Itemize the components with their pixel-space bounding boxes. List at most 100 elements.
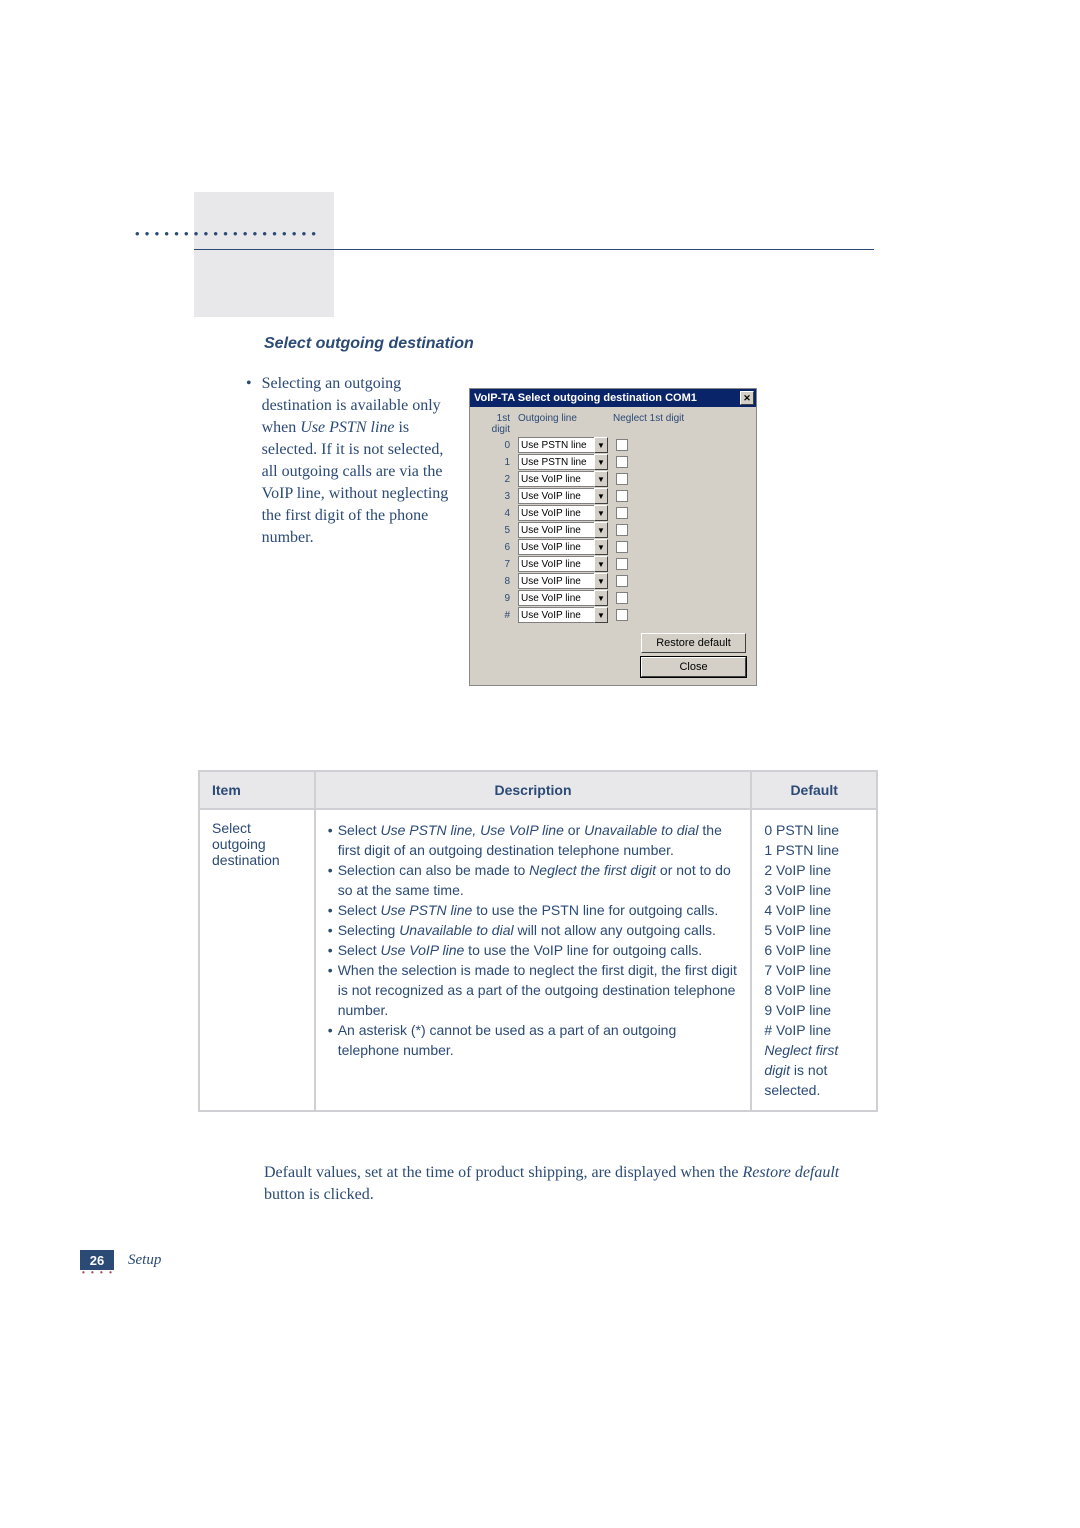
- bullet-text-em: Use PSTN line: [300, 419, 394, 436]
- bullet-text: Selecting an outgoing destination is ava…: [262, 373, 451, 686]
- neglect-checkbox[interactable]: [616, 456, 628, 468]
- outgoing-line-select[interactable]: Use VoIP line▼: [518, 573, 608, 589]
- dialog-row: 5Use VoIP line▼: [480, 522, 746, 538]
- neglect-checkbox[interactable]: [616, 473, 628, 485]
- default-note: Neglect first digit is not selected.: [764, 1040, 864, 1100]
- post-text-em: Restore default: [743, 1164, 840, 1181]
- default-item: 3 VoIP line: [764, 880, 864, 900]
- select-value: Use VoIP line: [518, 573, 594, 589]
- select-value: Use VoIP line: [518, 522, 594, 538]
- default-item: 2 VoIP line: [764, 860, 864, 880]
- outgoing-line-select[interactable]: Use VoIP line▼: [518, 471, 608, 487]
- neglect-checkbox[interactable]: [616, 541, 628, 553]
- dialog-row: 4Use VoIP line▼: [480, 505, 746, 521]
- bullet-marker: •: [246, 373, 252, 686]
- default-item: 4 VoIP line: [764, 900, 864, 920]
- dialog-close-button[interactable]: ✕: [740, 391, 754, 405]
- outgoing-line-select[interactable]: Use VoIP line▼: [518, 590, 608, 606]
- description-item: When the selection is made to neglect th…: [328, 960, 739, 1020]
- post-text-part: Default values, set at the time of produ…: [264, 1164, 743, 1181]
- default-item: 0 PSTN line: [764, 820, 864, 840]
- page-number: 26 • • • •: [80, 1250, 114, 1270]
- chevron-down-icon[interactable]: ▼: [594, 556, 608, 572]
- outgoing-line-select[interactable]: Use VoIP line▼: [518, 607, 608, 623]
- chevron-down-icon[interactable]: ▼: [594, 539, 608, 555]
- dialog-row: 2Use VoIP line▼: [480, 471, 746, 487]
- post-text-part: button is clicked.: [264, 1186, 374, 1203]
- outgoing-line-select[interactable]: Use VoIP line▼: [518, 556, 608, 572]
- chevron-down-icon[interactable]: ▼: [594, 505, 608, 521]
- neglect-checkbox[interactable]: [616, 490, 628, 502]
- outgoing-line-select[interactable]: Use VoIP line▼: [518, 505, 608, 521]
- dialog-row: 3Use VoIP line▼: [480, 488, 746, 504]
- default-item: 1 PSTN line: [764, 840, 864, 860]
- dialog-row: 7Use VoIP line▼: [480, 556, 746, 572]
- row-digit: 9: [480, 593, 518, 604]
- neglect-checkbox[interactable]: [616, 524, 628, 536]
- page-number-value: 26: [90, 1253, 104, 1268]
- dialog-row: 6Use VoIP line▼: [480, 539, 746, 555]
- description-item: Select Use PSTN line, Use VoIP line or U…: [328, 820, 739, 860]
- chevron-down-icon[interactable]: ▼: [594, 607, 608, 623]
- chevron-down-icon[interactable]: ▼: [594, 454, 608, 470]
- select-value: Use VoIP line: [518, 471, 594, 487]
- info-table: Item Description Default Select outgoing…: [198, 770, 878, 1112]
- dialog-window: VoIP-TA Select outgoing destination COM1…: [469, 388, 757, 686]
- neglect-checkbox[interactable]: [616, 592, 628, 604]
- outgoing-line-select[interactable]: Use VoIP line▼: [518, 539, 608, 555]
- dialog-titlebar: VoIP-TA Select outgoing destination COM1…: [470, 389, 756, 407]
- select-value: Use VoIP line: [518, 539, 594, 555]
- description-item: Select Use VoIP line to use the VoIP lin…: [328, 940, 739, 960]
- description-item: An asterisk (*) cannot be used as a part…: [328, 1020, 739, 1060]
- description-item: Selecting Unavailable to dial will not a…: [328, 920, 739, 940]
- default-item: # VoIP line: [764, 1020, 864, 1040]
- outgoing-line-select[interactable]: Use VoIP line▼: [518, 488, 608, 504]
- chevron-down-icon[interactable]: ▼: [594, 522, 608, 538]
- post-paragraph: Default values, set at the time of produ…: [264, 1162, 874, 1206]
- chevron-down-icon[interactable]: ▼: [594, 471, 608, 487]
- row-digit: 2: [480, 474, 518, 485]
- dialog-body: 1st digit Outgoing line Neglect 1st digi…: [470, 407, 756, 685]
- dialog-row: 0Use PSTN line▼: [480, 437, 746, 453]
- description-item: Selection can also be made to Neglect th…: [328, 860, 739, 900]
- chevron-down-icon[interactable]: ▼: [594, 488, 608, 504]
- select-value: Use PSTN line: [518, 437, 594, 453]
- chevron-down-icon[interactable]: ▼: [594, 573, 608, 589]
- default-item: 6 VoIP line: [764, 940, 864, 960]
- neglect-checkbox[interactable]: [616, 558, 628, 570]
- table-head: Item Description Default: [199, 771, 877, 809]
- th-item: Item: [199, 771, 315, 809]
- description-item: Select Use PSTN line to use the PSTN lin…: [328, 900, 739, 920]
- neglect-checkbox[interactable]: [616, 575, 628, 587]
- section-title: Select outgoing destination: [264, 335, 474, 353]
- header: • • • • • • • • • • • • • • • • • • •: [0, 0, 1080, 320]
- close-button[interactable]: Close: [641, 657, 746, 677]
- footer-dots: • • • •: [82, 1268, 114, 1277]
- close-icon: ✕: [743, 394, 751, 403]
- neglect-checkbox[interactable]: [616, 439, 628, 451]
- neglect-checkbox[interactable]: [616, 609, 628, 621]
- outgoing-line-select[interactable]: Use PSTN line▼: [518, 437, 608, 453]
- description-list: Select Use PSTN line, Use VoIP line or U…: [328, 820, 739, 1060]
- select-value: Use VoIP line: [518, 488, 594, 504]
- chevron-down-icon[interactable]: ▼: [594, 590, 608, 606]
- outgoing-line-select[interactable]: Use PSTN line▼: [518, 454, 608, 470]
- dialog-row: 9Use VoIP line▼: [480, 590, 746, 606]
- row-digit: 0: [480, 440, 518, 451]
- dialog-row: #Use VoIP line▼: [480, 607, 746, 623]
- default-item: 8 VoIP line: [764, 980, 864, 1000]
- select-value: Use VoIP line: [518, 590, 594, 606]
- restore-default-button[interactable]: Restore default: [641, 633, 746, 653]
- footer-label: Setup: [128, 1252, 161, 1269]
- chevron-down-icon[interactable]: ▼: [594, 437, 608, 453]
- footer: 26 • • • • Setup: [80, 1250, 161, 1270]
- dialog-button-row: Restore default Close: [480, 633, 746, 677]
- header-gray-box: [194, 192, 334, 317]
- th-default: Default: [751, 771, 877, 809]
- bullet-text-part: is selected. If it is not selected, all …: [262, 419, 449, 546]
- td-default: 0 PSTN line1 PSTN line2 VoIP line3 VoIP …: [751, 809, 877, 1111]
- row-digit: 4: [480, 508, 518, 519]
- outgoing-line-select[interactable]: Use VoIP line▼: [518, 522, 608, 538]
- neglect-checkbox[interactable]: [616, 507, 628, 519]
- default-item: 9 VoIP line: [764, 1000, 864, 1020]
